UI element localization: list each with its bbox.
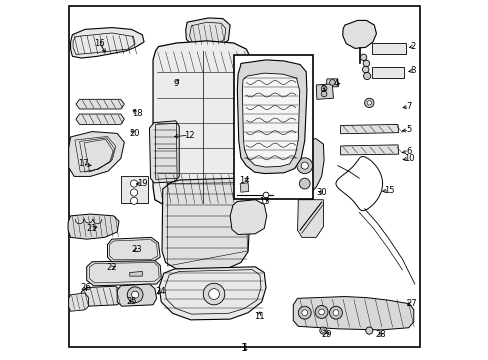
Polygon shape: [162, 178, 250, 269]
Polygon shape: [242, 73, 299, 167]
Text: 18: 18: [131, 109, 142, 118]
Text: 10: 10: [404, 154, 414, 163]
Circle shape: [263, 192, 268, 198]
Polygon shape: [76, 114, 124, 125]
Text: 12: 12: [183, 131, 194, 140]
Text: 27: 27: [405, 299, 416, 308]
Circle shape: [203, 283, 224, 305]
Polygon shape: [316, 84, 333, 99]
Polygon shape: [297, 200, 323, 237]
Circle shape: [130, 197, 137, 204]
Polygon shape: [76, 99, 124, 109]
Circle shape: [321, 91, 326, 97]
Bar: [371, 67, 403, 78]
Text: 5: 5: [406, 125, 411, 134]
Polygon shape: [68, 214, 119, 239]
Polygon shape: [340, 145, 398, 155]
Circle shape: [321, 329, 325, 332]
Polygon shape: [70, 28, 144, 58]
Polygon shape: [69, 132, 124, 176]
Circle shape: [314, 306, 327, 319]
Circle shape: [319, 327, 326, 334]
Text: 29: 29: [321, 330, 331, 339]
Polygon shape: [240, 183, 248, 192]
Text: 6: 6: [406, 147, 411, 156]
Text: 24: 24: [155, 287, 165, 296]
Text: 15: 15: [384, 186, 394, 195]
Circle shape: [321, 86, 326, 91]
Circle shape: [127, 287, 142, 303]
Polygon shape: [237, 60, 306, 174]
Circle shape: [318, 309, 324, 315]
Text: 3: 3: [320, 85, 325, 94]
Text: 2: 2: [409, 42, 415, 51]
Circle shape: [365, 327, 372, 334]
Polygon shape: [342, 21, 376, 48]
Circle shape: [130, 180, 137, 187]
Text: 28: 28: [375, 330, 386, 339]
Circle shape: [360, 54, 366, 60]
Polygon shape: [107, 237, 160, 262]
Text: 1: 1: [241, 343, 247, 353]
Circle shape: [130, 189, 137, 196]
Polygon shape: [69, 293, 88, 311]
Circle shape: [362, 66, 368, 73]
Circle shape: [131, 291, 139, 298]
Text: 17: 17: [78, 159, 88, 168]
Polygon shape: [159, 267, 265, 320]
Text: 7: 7: [406, 102, 411, 111]
Text: 19: 19: [137, 179, 147, 188]
Circle shape: [298, 306, 310, 319]
Polygon shape: [286, 139, 324, 197]
Text: 11: 11: [253, 312, 264, 321]
Circle shape: [364, 98, 373, 108]
Polygon shape: [185, 18, 230, 49]
Text: 23: 23: [131, 246, 142, 255]
Bar: [233, 55, 312, 199]
Text: 8: 8: [409, 66, 415, 75]
Text: 4: 4: [333, 79, 338, 88]
Polygon shape: [230, 200, 266, 234]
Text: 14: 14: [239, 176, 249, 185]
Text: 1: 1: [242, 343, 246, 352]
Text: 16: 16: [94, 39, 104, 48]
Circle shape: [301, 162, 308, 169]
Text: 21: 21: [87, 224, 97, 233]
Text: 22: 22: [106, 264, 117, 273]
Polygon shape: [117, 284, 156, 306]
Circle shape: [332, 310, 338, 316]
Circle shape: [296, 158, 312, 174]
Circle shape: [329, 80, 335, 85]
Polygon shape: [121, 176, 147, 203]
Circle shape: [366, 101, 371, 105]
Polygon shape: [325, 79, 338, 87]
Text: 20: 20: [130, 129, 140, 138]
Text: 25: 25: [126, 297, 137, 306]
Text: 13: 13: [258, 197, 269, 206]
Circle shape: [299, 178, 309, 189]
Circle shape: [363, 60, 369, 67]
Circle shape: [208, 289, 219, 300]
Circle shape: [363, 72, 370, 80]
Polygon shape: [129, 271, 142, 276]
Text: 26: 26: [81, 283, 91, 292]
Polygon shape: [149, 121, 179, 183]
Bar: [371, 43, 405, 54]
Circle shape: [301, 310, 307, 316]
Polygon shape: [153, 41, 251, 206]
Polygon shape: [86, 261, 161, 286]
Text: 9: 9: [173, 79, 179, 88]
Text: 30: 30: [316, 188, 326, 197]
Polygon shape: [340, 125, 398, 134]
Polygon shape: [293, 297, 413, 330]
Polygon shape: [81, 286, 122, 306]
Circle shape: [329, 306, 342, 319]
